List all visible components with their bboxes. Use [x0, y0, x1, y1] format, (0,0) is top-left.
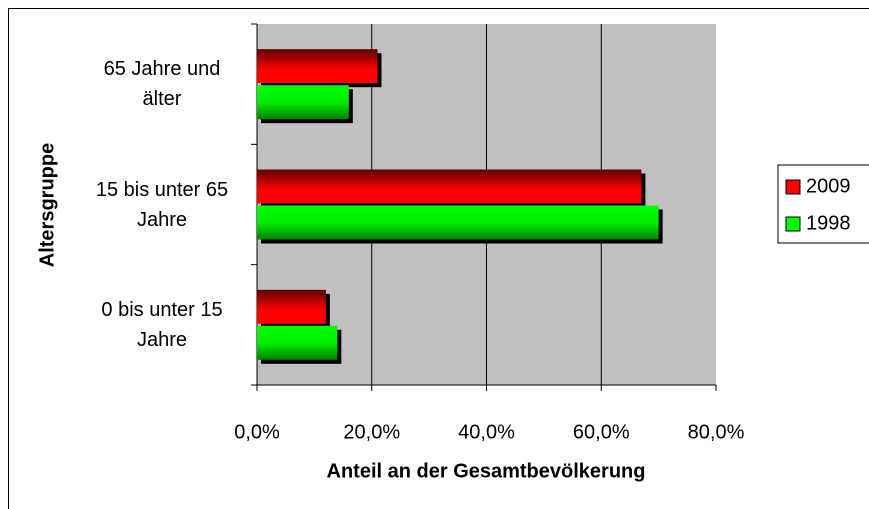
x-tick-label: 20,0% [343, 421, 400, 443]
y-tick-label: 65 Jahre und älter [103, 58, 221, 111]
legend-label: 1998 [806, 212, 851, 234]
bar [257, 289, 326, 324]
x-axis-title: Anteil an der Gesamtbevölkerung [327, 460, 646, 482]
bar [257, 85, 349, 120]
x-tick-label: 40,0% [458, 421, 515, 443]
legend-swatch [785, 179, 801, 195]
bar [257, 49, 378, 84]
bar [257, 169, 642, 204]
y-tick-label: 15 bis unter 65 Jahre [95, 178, 229, 231]
y-axis-title: Altersgruppe [36, 143, 58, 267]
bar [257, 325, 338, 360]
chart-border [8, 8, 869, 509]
x-tick-label: 0,0% [234, 421, 280, 443]
x-tick-label: 60,0% [573, 421, 630, 443]
bar [257, 205, 659, 240]
legend-label: 2009 [806, 175, 851, 197]
y-tick-label: 0 bis unter 15 Jahre [101, 298, 223, 351]
legend-swatch [785, 216, 801, 232]
x-tick-label: 80,0% [688, 421, 745, 443]
